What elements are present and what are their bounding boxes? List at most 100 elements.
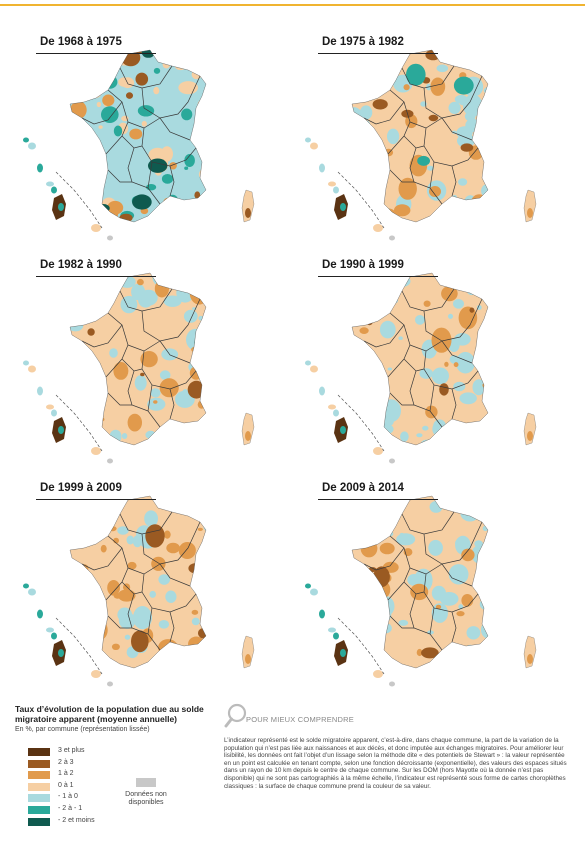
region-boundary [169, 388, 175, 420]
no-data-label: Données non disponibles [125, 791, 167, 806]
title-underline [318, 276, 438, 277]
coastline [351, 495, 489, 669]
title-underline [318, 499, 438, 500]
corsica [523, 412, 537, 446]
panel-title: De 1975 à 1982 [322, 36, 404, 48]
region-boundary [429, 187, 443, 205]
panel-title: De 1968 à 1975 [40, 36, 122, 48]
corsica [241, 635, 255, 669]
mainland-france [352, 273, 488, 445]
region-boundary [141, 573, 197, 613]
overseas-departments [305, 583, 395, 687]
region-boundary [107, 392, 132, 406]
help-title: POUR MIEUX COMPRENDRE [246, 715, 354, 724]
title-underline [36, 499, 156, 500]
region-boundary [363, 547, 405, 571]
legend-swatch [28, 748, 50, 756]
legend-label: 3 et plus [58, 747, 85, 754]
legend-subtitle: En %, par commune (représentation lissée… [15, 726, 150, 733]
legend-item: - 1 à 0 [28, 793, 88, 803]
overseas-departments [23, 583, 113, 687]
map-panel-1975-1982: De 1975 à 1982 [292, 32, 562, 252]
region-boundary [429, 633, 443, 651]
region-boundary [147, 410, 161, 428]
region-boundary [389, 392, 414, 406]
region-boundary [423, 573, 479, 613]
legend-label: - 2 et moins [58, 816, 95, 824]
mainland-france [70, 496, 206, 668]
region-boundary [429, 410, 443, 428]
region-boundary [423, 521, 483, 565]
overseas-departments [305, 137, 395, 241]
france-map [305, 49, 537, 241]
legend-item: - 2 et moins [28, 817, 95, 827]
region-boundary [451, 165, 457, 197]
legend-swatch [28, 794, 50, 803]
title-underline [36, 53, 156, 54]
map-panel-1968-1975: De 1968 à 1975 [10, 32, 280, 252]
coastline [351, 49, 489, 223]
coastline [351, 272, 489, 446]
france-map [23, 49, 255, 241]
legend-label: - 2 à - 1 [58, 805, 83, 812]
magnifier-icon [224, 703, 247, 728]
legend-item: 2 à 3 [28, 759, 88, 769]
region-boundary [451, 611, 457, 643]
panel-title: De 1990 à 1999 [322, 259, 404, 271]
region-boundary [441, 340, 473, 364]
legend-item: - 2 à - 1 [28, 805, 88, 815]
legend-label: 1 à 2 [58, 770, 74, 778]
france-map [23, 495, 255, 687]
region-boundary [389, 615, 414, 629]
corsica [523, 189, 537, 223]
region-boundary [423, 75, 483, 119]
corsica [241, 412, 255, 446]
overseas-departments [23, 360, 113, 464]
legend-swatch [28, 817, 50, 826]
legend-swatch [28, 759, 50, 768]
corsica [241, 189, 255, 223]
france-map [23, 272, 255, 464]
map-panel-1982-1990: De 1982 à 1990 [10, 255, 280, 475]
title-underline [36, 276, 156, 277]
france-map [305, 272, 537, 464]
legend-item: 0 à 1 [28, 782, 88, 792]
region-boundary [159, 117, 191, 141]
overseas-departments [305, 360, 395, 464]
region-boundary [141, 521, 201, 565]
region-boundary [441, 563, 473, 587]
overseas-departments [23, 137, 113, 241]
mainland-france [70, 273, 206, 445]
coastline [69, 495, 207, 669]
legend: Taux d’évolution de la population due au… [15, 704, 225, 733]
legend-swatch [28, 782, 50, 791]
region-boundary [169, 165, 175, 197]
coastline [69, 49, 207, 223]
region-boundary [363, 324, 405, 348]
legend-swatch [28, 806, 50, 814]
region-boundary [141, 127, 197, 167]
top-accent-line [0, 4, 585, 6]
legend-swatch [28, 771, 50, 780]
region-boundary [141, 350, 197, 390]
region-boundary [451, 388, 457, 420]
legend-item: 1 à 2 [28, 770, 88, 780]
help-text: L’indicateur représenté est le solde mig… [224, 737, 567, 790]
region-boundary [159, 340, 191, 364]
region-boundary [441, 117, 473, 141]
mainland-france [352, 50, 488, 222]
region-boundary [141, 75, 201, 119]
map-panel-2009-2014: De 2009 à 2014 [292, 478, 562, 698]
panel-title: De 2009 à 2014 [322, 482, 404, 494]
region-boundary [107, 169, 132, 183]
legend-title: Taux d’évolution de la population due au… [15, 704, 204, 724]
region-boundary [81, 324, 123, 348]
region-boundary [363, 101, 405, 125]
region-boundary [141, 298, 201, 342]
coastline [69, 272, 207, 446]
region-boundary [147, 187, 161, 205]
region-boundary [169, 611, 175, 643]
region-boundary [107, 615, 132, 629]
panel-title: De 1982 à 1990 [40, 259, 122, 271]
legend-label: 2 à 3 [58, 758, 74, 766]
